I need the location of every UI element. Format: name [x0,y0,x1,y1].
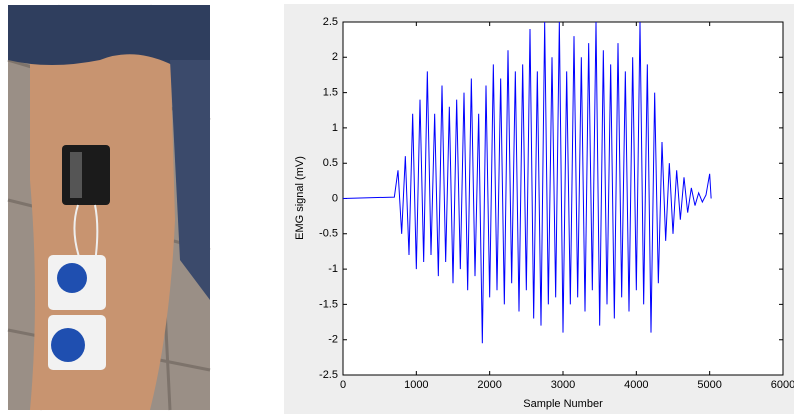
x-tick-label: 2000 [477,379,501,391]
y-tick-label: 0 [332,192,338,204]
y-tick-label: -0.5 [319,228,338,240]
x-axis-label: Sample Number [523,398,603,410]
y-tick-label: 2 [332,51,338,63]
x-tick-label: 4000 [624,379,648,391]
y-tick-label: 1.5 [323,87,338,99]
x-tick-label: 6000 [771,379,794,391]
x-tick-label: 3000 [551,379,575,391]
y-tick-label: 0.5 [323,157,338,169]
y-tick-label: 1 [332,122,338,134]
x-tick-label: 1000 [404,379,428,391]
y-tick-label: -1.5 [319,298,338,310]
photo [7,4,211,411]
signal-line [342,21,712,344]
x-tick-label: 0 [340,379,346,391]
x-tick-label: 5000 [697,379,721,391]
y-axis-label: EMG signal (mV) [294,156,306,240]
y-tick-label: -1 [328,263,338,275]
y-tick-label: -2.5 [319,369,338,381]
y-tick-label: 2.5 [323,16,338,28]
y-tick-label: -2 [328,334,338,346]
